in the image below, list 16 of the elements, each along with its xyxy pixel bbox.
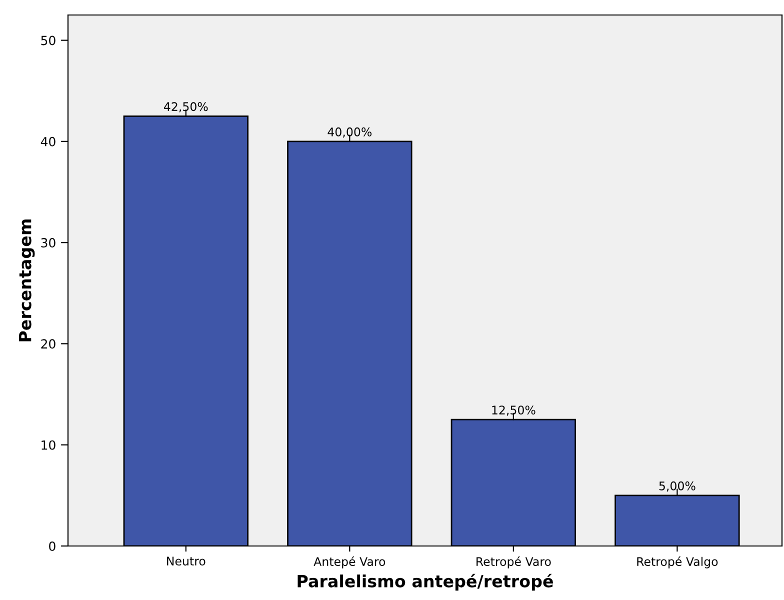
- x-tick-label: Neutro: [167, 556, 206, 566]
- data-label: 12,50%: [492, 406, 536, 416]
- data-label: 5,00%: [659, 481, 696, 492]
- y-tick-label: 40: [40, 136, 56, 146]
- y-axis-title: Percentagem: [18, 220, 35, 342]
- y-tick-label: 0: [49, 541, 56, 551]
- x-tick-label: Retropé Varo: [476, 556, 551, 568]
- y-tick-label: 30: [41, 238, 56, 248]
- x-tick-label: Antepé Varo: [314, 556, 386, 568]
- x-tick-label: Retropé Valgo: [637, 556, 718, 568]
- y-tick-label: 10: [42, 440, 56, 450]
- y-tick-label: 50: [41, 36, 56, 46]
- x-axis-title: Paralelismo antepé/retropé: [298, 574, 553, 591]
- data-label: 42,50%: [164, 102, 208, 112]
- data-label: 40,00%: [328, 127, 372, 138]
- y-tick-label: 20: [41, 339, 56, 349]
